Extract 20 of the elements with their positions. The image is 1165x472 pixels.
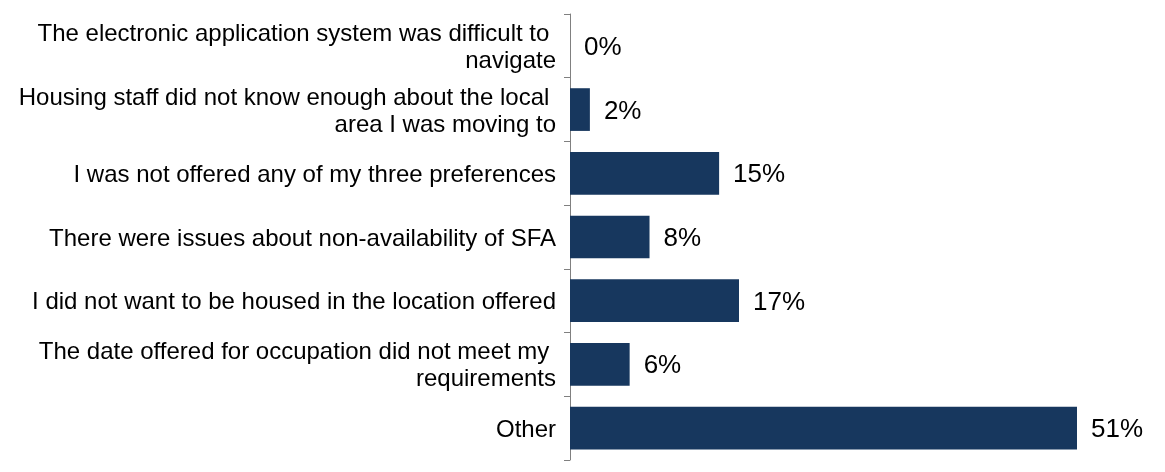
data-label: 17% (753, 285, 806, 316)
y-tick-label: Housing staff did not know enough about the local area I was moving to (18, 82, 556, 137)
y-tick-label: The date offered for occupation did not meet my requirements (38, 337, 556, 392)
bar (570, 406, 1077, 450)
y-tick-label: The electronic application system was difficult to navigate (37, 18, 556, 73)
y-tick-label: I was not offered any of my three preferences (73, 159, 556, 187)
data-label: 0% (584, 30, 622, 61)
y-tick-label: There were issues about non-availability of SFA (49, 223, 556, 251)
data-label: 6% (643, 349, 682, 380)
y-tick-label: I did not want to be housed in the location offered (32, 287, 556, 315)
data-label: 51% (1091, 413, 1144, 444)
bar (570, 88, 590, 131)
bar (570, 343, 630, 386)
data-label: 2% (603, 94, 642, 125)
bar (570, 215, 650, 259)
bar (570, 151, 720, 195)
y-tick-label: Other (495, 414, 556, 442)
data-label: 15% (733, 158, 786, 189)
data-label: 8% (663, 222, 702, 252)
bar (570, 279, 739, 323)
